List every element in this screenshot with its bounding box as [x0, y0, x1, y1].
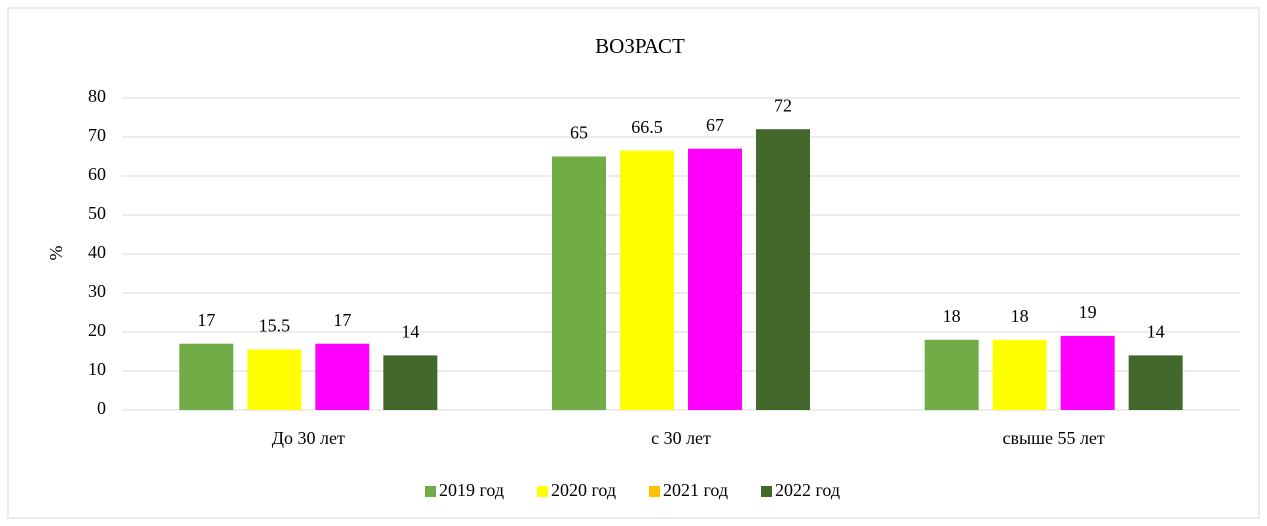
bar — [688, 148, 742, 410]
bar — [620, 150, 674, 410]
y-tick-label: 30 — [88, 281, 106, 301]
y-tick-label: 70 — [88, 125, 106, 145]
y-tick-label: 0 — [97, 398, 106, 418]
data-label: 18 — [943, 306, 961, 326]
data-label: 15.5 — [259, 316, 291, 336]
bar — [383, 355, 438, 410]
data-label: 17 — [333, 310, 351, 330]
y-tick-label: 50 — [88, 203, 106, 223]
x-tick-label: До 30 лет — [272, 428, 345, 448]
bar — [1128, 355, 1183, 410]
bar — [552, 156, 606, 410]
bar — [1060, 335, 1115, 410]
data-label: 67 — [706, 115, 724, 135]
legend-marker — [761, 486, 772, 497]
y-tick-label: 60 — [88, 164, 106, 184]
y-tick-label: 10 — [88, 359, 106, 379]
bar — [756, 129, 810, 410]
legend-label: 2020 год — [551, 480, 616, 500]
legend-marker — [649, 486, 660, 497]
bar — [315, 343, 370, 410]
legend-marker — [425, 486, 436, 497]
data-label: 14 — [401, 322, 419, 342]
data-label: 19 — [1079, 302, 1097, 322]
x-tick-label: с 30 лет — [651, 428, 711, 448]
y-tick-label: 40 — [88, 242, 106, 262]
legend-marker — [537, 486, 548, 497]
x-tick-label: свыше 55 лет — [1003, 428, 1105, 448]
data-label: 66.5 — [631, 117, 663, 137]
y-tick-label: 20 — [88, 320, 106, 340]
bar — [247, 349, 302, 410]
data-label: 65 — [570, 123, 588, 143]
y-tick-label: 80 — [88, 86, 106, 106]
chart-title: ВОЗРАСТ — [595, 34, 685, 58]
data-label: 18 — [1011, 306, 1029, 326]
legend-label: 2022 год — [775, 480, 840, 500]
data-label: 14 — [1147, 322, 1165, 342]
data-label: 17 — [197, 310, 215, 330]
bar — [992, 339, 1047, 410]
bar — [179, 343, 234, 410]
legend-label: 2021 год — [663, 480, 728, 500]
legend-label: 2019 год — [439, 480, 504, 500]
data-label: 72 — [774, 95, 792, 115]
y-axis-label: % — [46, 246, 66, 261]
bar — [924, 339, 979, 410]
